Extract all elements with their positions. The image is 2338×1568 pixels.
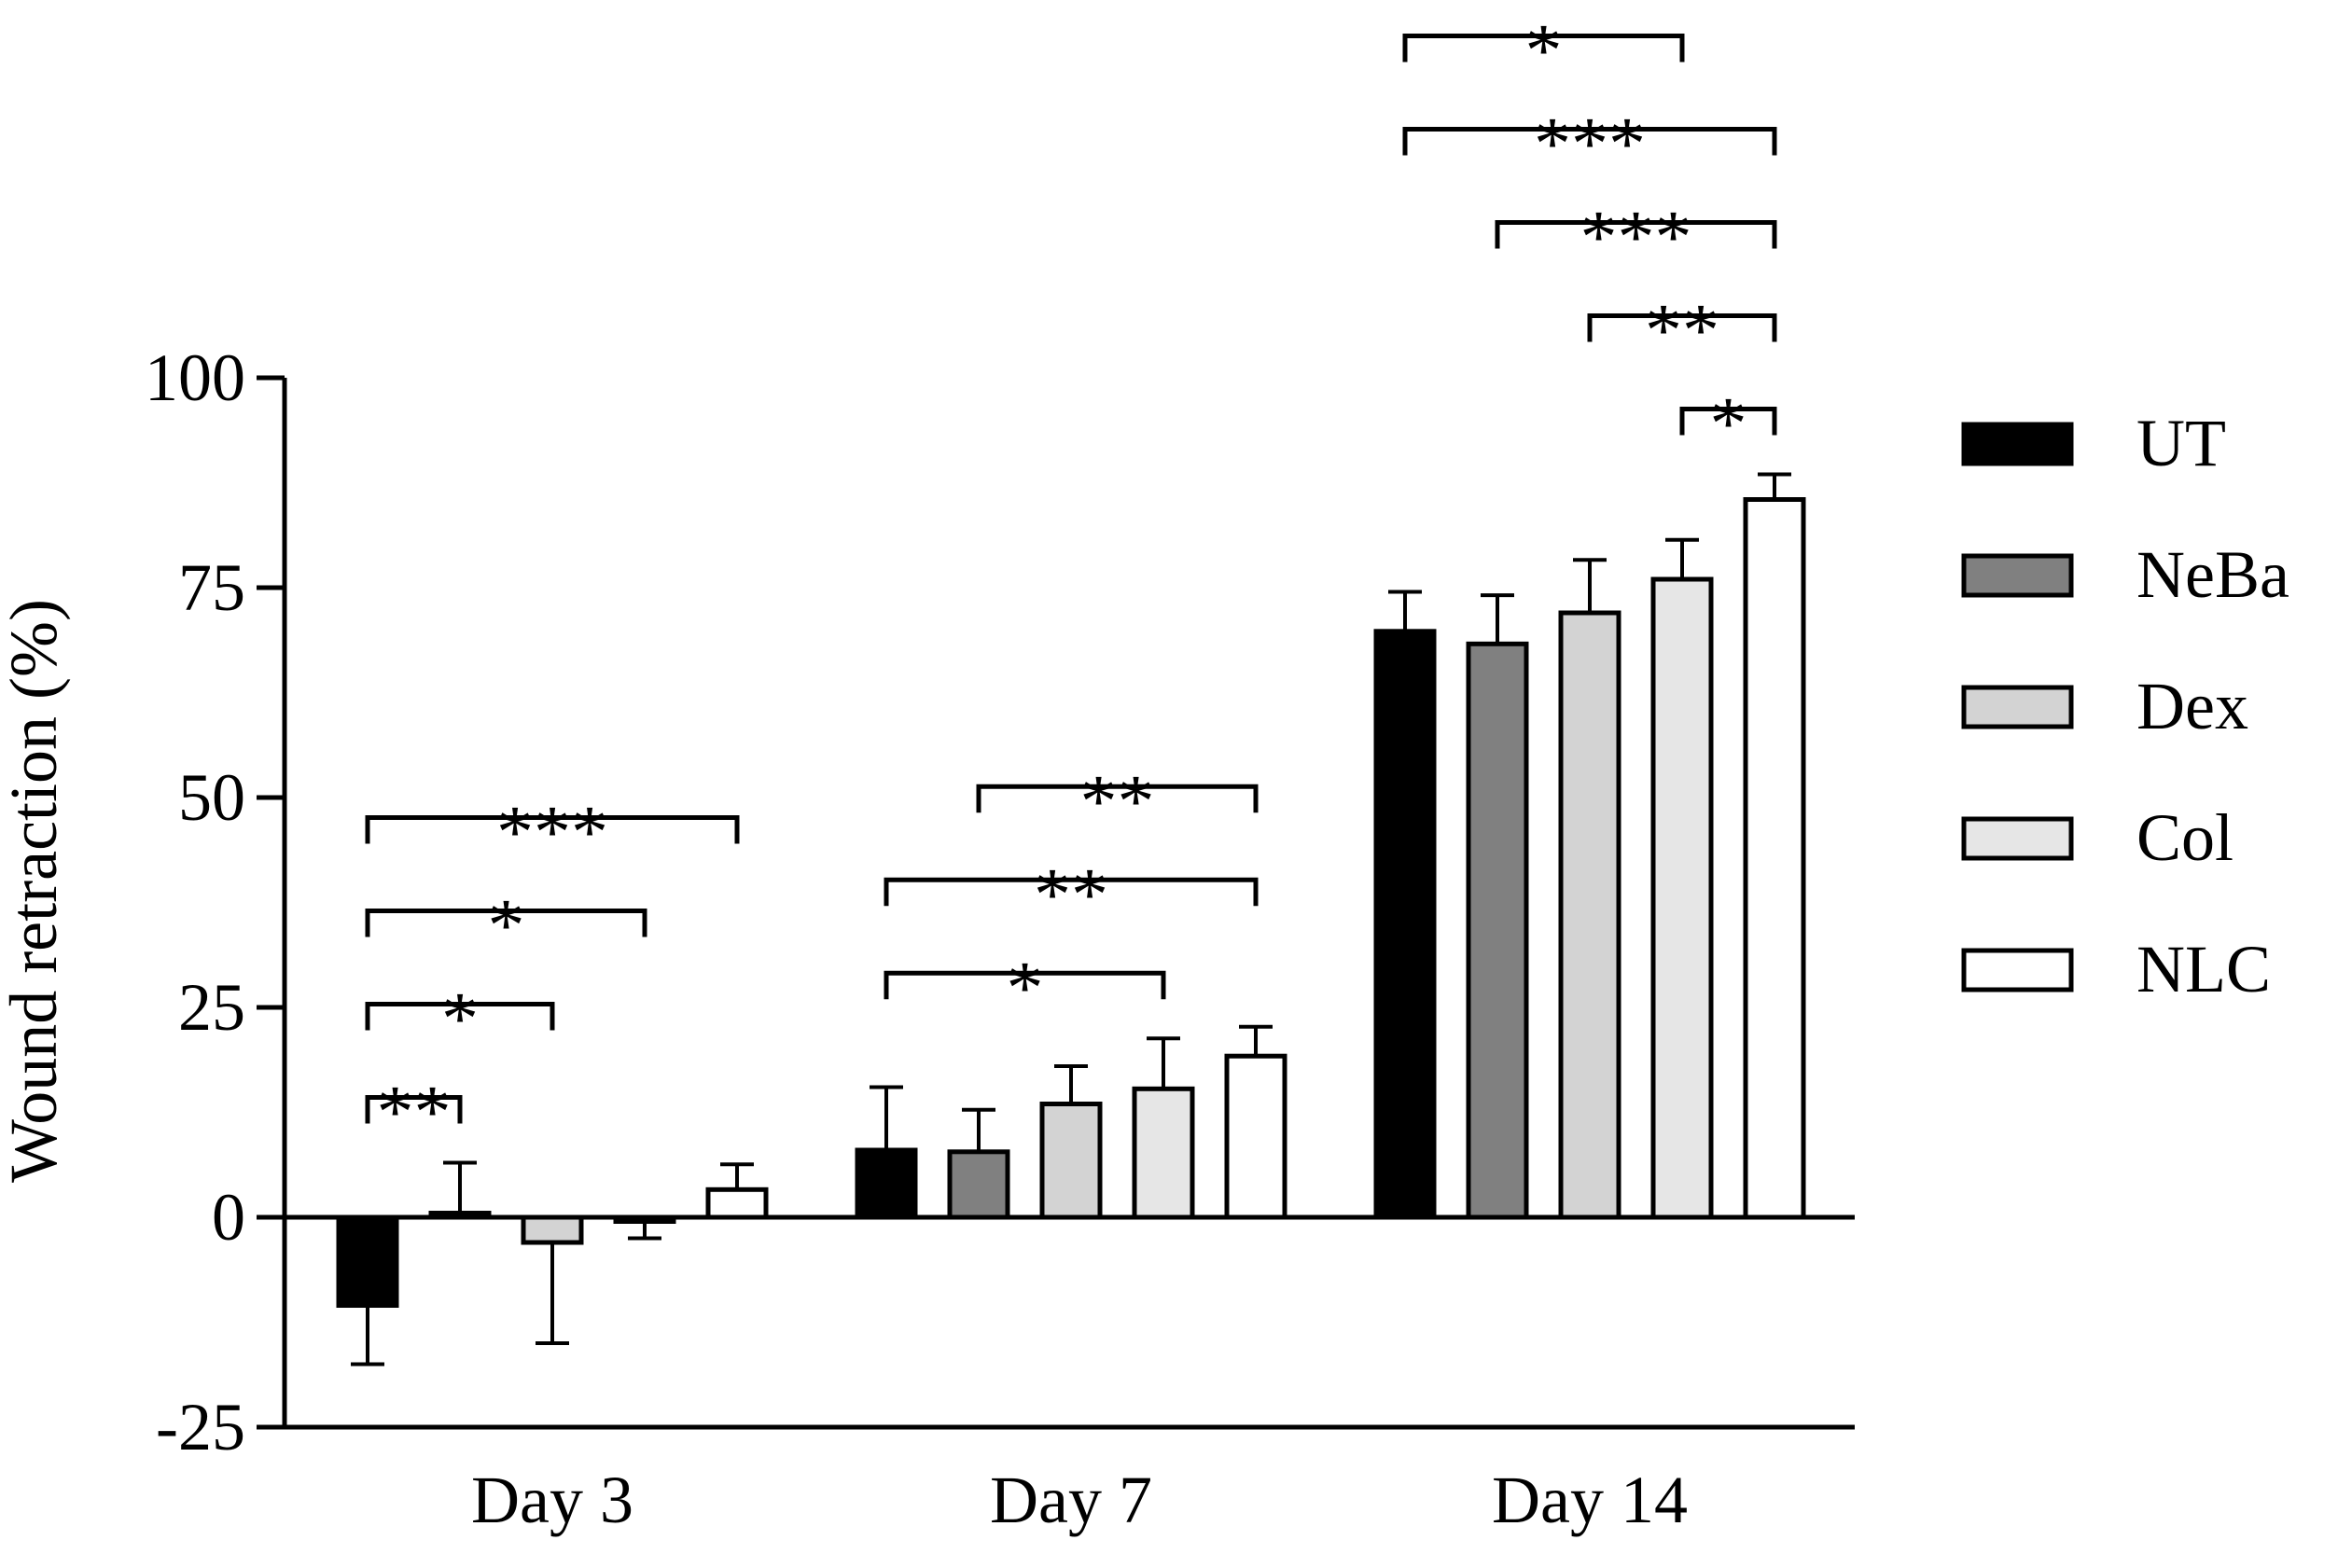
bar-nlc-2 bbox=[1743, 497, 1806, 1220]
legend-swatch-ut bbox=[1961, 422, 2074, 466]
significance-label: *** bbox=[496, 792, 608, 874]
significance-label: * bbox=[488, 885, 525, 967]
significance-label: * bbox=[441, 978, 479, 1061]
significance-label: * bbox=[1525, 10, 1563, 92]
y-tick-label: 50 bbox=[178, 760, 245, 835]
significance-label: * bbox=[1710, 383, 1747, 465]
significance-bracket bbox=[365, 815, 740, 844]
significance-label: *** bbox=[1534, 104, 1646, 186]
legend-label-dex: Dex bbox=[2136, 669, 2248, 743]
significance-bracket bbox=[1402, 127, 1777, 156]
x-category-label: Day 3 bbox=[471, 1463, 633, 1537]
significance-label: ** bbox=[377, 1072, 452, 1154]
significance-label: * bbox=[1007, 947, 1044, 1029]
significance-bracket bbox=[1495, 220, 1777, 249]
bar-dex-1 bbox=[1039, 1102, 1103, 1220]
y-tick-label: 75 bbox=[178, 550, 245, 625]
y-axis-title: Wound retraction (%) bbox=[0, 599, 71, 1183]
legend: UT NeBa Dex Col NLC bbox=[1961, 406, 2289, 1006]
legend-label-col: Col bbox=[2136, 800, 2234, 875]
x-category-label: Day 7 bbox=[990, 1463, 1152, 1537]
bar-ut-2 bbox=[1373, 629, 1437, 1220]
bar-nlc-0 bbox=[705, 1186, 769, 1220]
bar-col-1 bbox=[1132, 1086, 1195, 1220]
axes-group: -25 0 25 50 75 100 Day 3 Day 7 Day 14 bbox=[145, 340, 1855, 1537]
bar-ut-0 bbox=[336, 1214, 399, 1308]
legend-label-nlc: NLC bbox=[2136, 932, 2271, 1006]
significance-label: ** bbox=[1645, 290, 1719, 372]
bar-nlc-1 bbox=[1224, 1053, 1287, 1220]
bar-dex-0 bbox=[521, 1214, 584, 1245]
legend-swatch-neba bbox=[1961, 553, 2074, 598]
bar-neba-1 bbox=[947, 1149, 1010, 1220]
significance-bracket bbox=[365, 1095, 463, 1124]
bar-col-2 bbox=[1650, 576, 1714, 1220]
bar-dex-2 bbox=[1558, 610, 1621, 1220]
significance-bracket bbox=[1587, 313, 1777, 342]
significance-bracket bbox=[884, 970, 1166, 1000]
significance-label: ** bbox=[1034, 853, 1108, 936]
legend-swatch-col bbox=[1961, 816, 2074, 861]
y-tick-label: 0 bbox=[212, 1180, 245, 1255]
significance-bracket bbox=[365, 909, 647, 937]
y-tick-label: -25 bbox=[156, 1390, 245, 1464]
significance-bracket bbox=[365, 1002, 555, 1031]
legend-swatch-dex bbox=[1961, 685, 2074, 729]
significance-label: ** bbox=[1080, 760, 1155, 842]
bars-group bbox=[336, 472, 1806, 1367]
bar-ut-1 bbox=[855, 1147, 918, 1220]
legend-swatch-nlc bbox=[1961, 948, 2074, 992]
x-category-label: Day 14 bbox=[1492, 1463, 1688, 1537]
significance-bracket bbox=[1679, 407, 1777, 436]
y-tick-label: 100 bbox=[145, 340, 245, 415]
significance-bracket bbox=[976, 784, 1259, 813]
significance-bracket bbox=[884, 877, 1259, 907]
legend-label-ut: UT bbox=[2136, 406, 2226, 480]
significance-group: ********************** bbox=[365, 10, 1777, 1154]
bar-neba-2 bbox=[1466, 641, 1529, 1220]
y-tick-label: 25 bbox=[178, 970, 245, 1045]
legend-label-neba: NeBa bbox=[2136, 537, 2289, 612]
significance-bracket bbox=[1402, 34, 1685, 62]
significance-label: *** bbox=[1580, 197, 1692, 279]
